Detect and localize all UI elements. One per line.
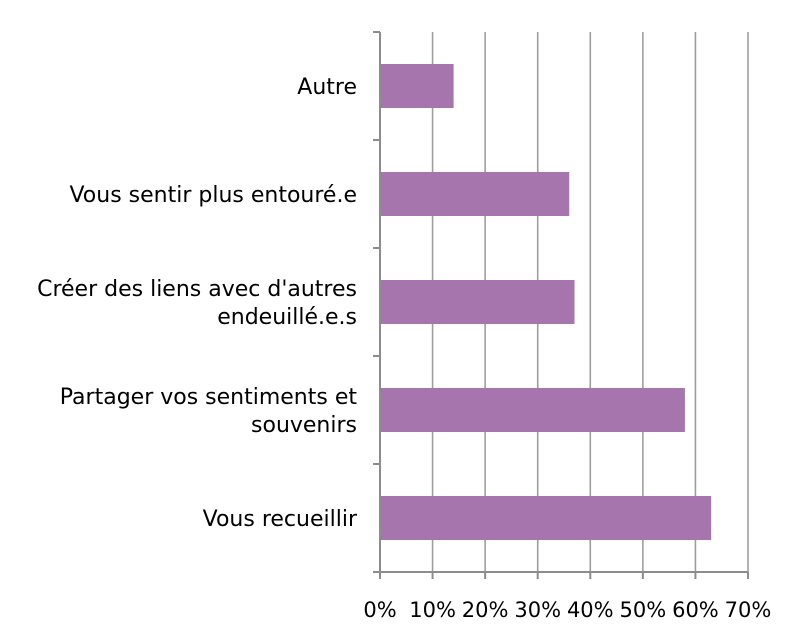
bar-0 xyxy=(381,64,454,108)
bar-2 xyxy=(381,280,575,324)
bar-1 xyxy=(381,172,570,216)
x-tick-label-30: 30% xyxy=(514,598,561,622)
category-label-line: Vous sentir plus entouré.e xyxy=(69,183,357,208)
x-tick-label-70: 70% xyxy=(725,598,772,622)
x-tick-label-10: 10% xyxy=(409,598,456,622)
x-tick-label-20: 20% xyxy=(462,598,509,622)
category-label-0: Autre xyxy=(297,75,357,100)
category-label-2: Créer des liens avec d'autres endeuillé.e… xyxy=(37,277,357,330)
axes xyxy=(373,31,749,579)
x-tick-label-0: 0% xyxy=(363,598,396,622)
bars xyxy=(381,64,712,540)
x-tick-label-60: 60% xyxy=(672,598,719,622)
category-label-line: Autre xyxy=(297,75,357,100)
labels: 0% 10% 20% 30% 40% 50% 60% 70% Autre Vous sentir … xyxy=(37,75,771,622)
category-label-line: Vous recueillir xyxy=(203,507,358,532)
category-label-4: Vous recueillir xyxy=(203,507,358,532)
category-label-line: Créer des liens avec d'autres xyxy=(37,277,357,302)
category-label-line: endeuillé.e.s xyxy=(217,305,357,330)
category-label-line: souvenirs xyxy=(251,413,357,438)
category-label-3: Partager vos sentiments et souvenirs xyxy=(60,385,358,438)
x-tick-label-40: 40% xyxy=(567,598,614,622)
category-label-line: Partager vos sentiments et xyxy=(60,385,358,410)
x-tick-label-50: 50% xyxy=(620,598,667,622)
category-label-1: Vous sentir plus entouré.e xyxy=(69,183,357,208)
bar-4 xyxy=(381,496,712,540)
bar-3 xyxy=(381,388,685,432)
